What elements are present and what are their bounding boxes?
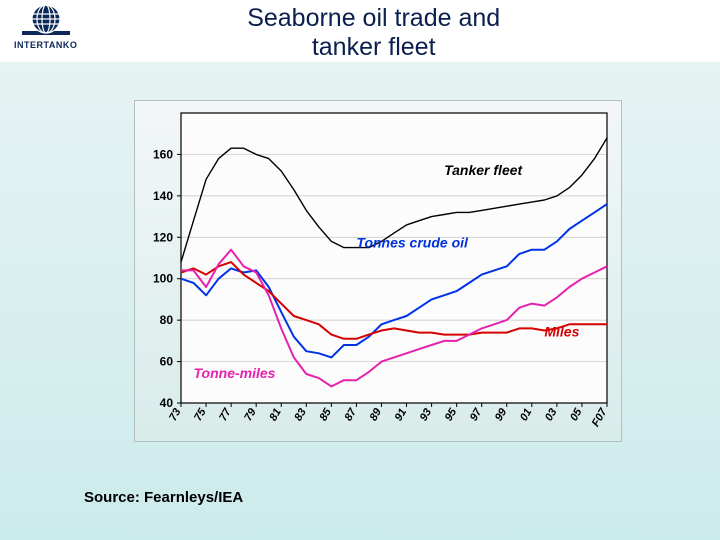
svg-text:140: 140	[153, 189, 173, 203]
svg-text:77: 77	[217, 406, 234, 423]
svg-text:Tonnes crude oil: Tonnes crude oil	[356, 235, 469, 251]
svg-text:79: 79	[242, 406, 259, 423]
svg-text:89: 89	[368, 406, 385, 423]
svg-text:99: 99	[493, 406, 510, 423]
globe-icon	[16, 4, 76, 38]
svg-text:97: 97	[468, 406, 485, 423]
svg-text:87: 87	[342, 406, 359, 423]
svg-text:83: 83	[292, 407, 309, 424]
line-chart: 4060801001201401607375777981838587899193…	[135, 101, 621, 441]
svg-text:F07: F07	[590, 406, 610, 429]
svg-text:160: 160	[153, 147, 173, 161]
logo: INTERTANKO	[0, 0, 87, 50]
svg-text:95: 95	[443, 406, 460, 423]
slide-root: INTERTANKO Seaborne oil trade and tanker…	[0, 0, 720, 540]
svg-text:120: 120	[153, 230, 173, 244]
svg-text:Tanker fleet: Tanker fleet	[444, 162, 523, 178]
svg-text:100: 100	[153, 272, 173, 286]
svg-text:03: 03	[543, 407, 560, 424]
svg-text:Miles: Miles	[544, 324, 579, 340]
svg-text:80: 80	[160, 313, 174, 327]
svg-text:93: 93	[418, 407, 435, 424]
svg-text:05: 05	[568, 406, 585, 423]
svg-text:75: 75	[192, 406, 209, 423]
svg-text:01: 01	[518, 407, 535, 424]
svg-text:81: 81	[267, 407, 284, 424]
header-bar: INTERTANKO Seaborne oil trade and tanker…	[0, 0, 720, 62]
source-line: Source: Fearnleys/IEA	[84, 489, 243, 506]
title-line-1: Seaborne oil trade and	[247, 4, 500, 32]
svg-text:91: 91	[393, 407, 410, 424]
svg-text:Tonne-miles: Tonne-miles	[194, 365, 276, 381]
page-title: Seaborne oil trade and tanker fleet	[87, 0, 720, 62]
svg-text:60: 60	[160, 355, 174, 369]
svg-text:85: 85	[317, 406, 334, 423]
title-line-2: tanker fleet	[312, 33, 436, 61]
logo-text: INTERTANKO	[14, 40, 77, 50]
chart-container: 4060801001201401607375777981838587899193…	[134, 100, 622, 442]
